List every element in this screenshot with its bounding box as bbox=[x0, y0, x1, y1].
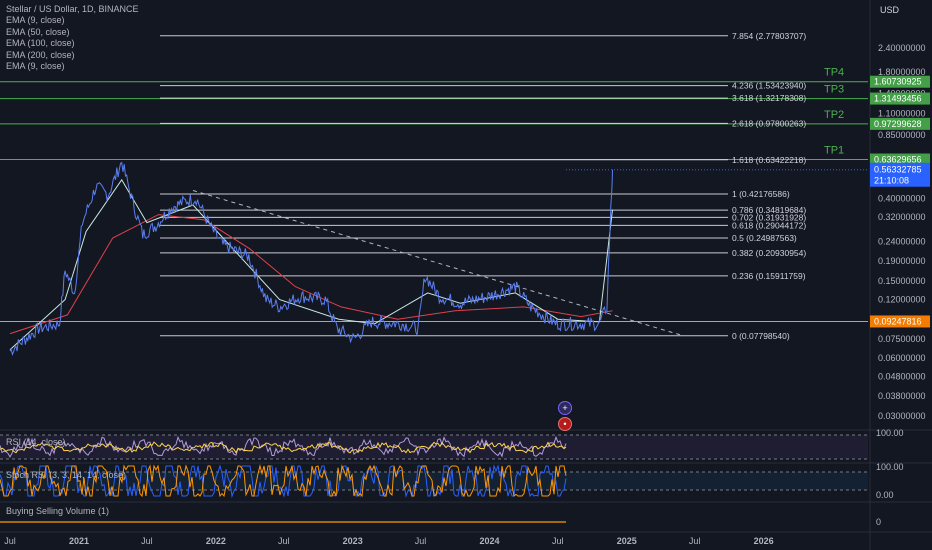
y-tick-label: 0.15000000 bbox=[878, 276, 926, 286]
y-tick-label: 0.12000000 bbox=[878, 295, 926, 305]
y-tick-label: 1.80000000 bbox=[878, 67, 926, 77]
chart-title[interactable]: Stellar / US Dollar, 1D, BINANCE bbox=[6, 4, 139, 14]
price-axis: 2.400000001.800000001.400000001.10000000… bbox=[869, 0, 930, 550]
volume-tick-label: 0 bbox=[876, 517, 881, 527]
current-price-badge bbox=[870, 162, 930, 187]
descending-trendline bbox=[192, 190, 684, 337]
x-tick-label: Jul bbox=[4, 536, 16, 546]
time-axis: Jul 2021 Jul 2022 Jul 2023 Jul 2024 Jul 2025 Jul 20… bbox=[4, 536, 773, 546]
rsi-tick-label: 100.00 bbox=[876, 428, 904, 438]
y-tick-label: 0.04800000 bbox=[878, 372, 926, 382]
target-price-label: 0.63629656 bbox=[874, 155, 922, 165]
x-tick-label: 2023 bbox=[343, 536, 363, 546]
rsi-pane-label[interactable]: RSI (14, close) bbox=[6, 437, 66, 447]
countdown-label: 21:10:08 bbox=[874, 176, 909, 186]
indicator-ema-9[interactable]: EMA (9, close) bbox=[6, 15, 65, 26]
indicator-ema-50[interactable]: EMA (50, close) bbox=[6, 26, 70, 37]
target-label-tp2: TP2 bbox=[824, 109, 844, 121]
currency-label[interactable]: USD bbox=[880, 5, 900, 15]
target-price-label: 1.60730925 bbox=[874, 77, 922, 87]
y-tick-label: 0.07500000 bbox=[878, 334, 926, 344]
fib-label-0.236: 0.236 (0.15911759) bbox=[732, 271, 806, 281]
y-tick-label: 1.10000000 bbox=[878, 109, 926, 119]
x-tick-label: 2021 bbox=[69, 536, 89, 546]
fib-label-0.702: 0.702 (0.31931928) bbox=[732, 212, 806, 222]
fib-label-4.236: 4.236 (1.53423940) bbox=[732, 81, 806, 91]
target-label-tp3: TP3 bbox=[824, 84, 844, 96]
y-tick-label: 2.40000000 bbox=[878, 43, 926, 53]
x-tick-label: 2025 bbox=[617, 536, 637, 546]
support-price-label: 0.09247816 bbox=[874, 316, 922, 326]
y-tick-label: 0.06000000 bbox=[878, 353, 926, 363]
y-tick-label: 0.40000000 bbox=[878, 193, 926, 203]
x-tick-label: Jul bbox=[415, 536, 427, 546]
fib-level-layer: TP1 TP2 TP3 TP4 0 (0.07798540) 0.236 (0.15911… bbox=[0, 31, 868, 341]
us-flag-icon[interactable]: • bbox=[558, 417, 572, 431]
y-tick-label: 0.19000000 bbox=[878, 256, 926, 266]
indicator-ema-9-second[interactable]: EMA (9, close) bbox=[6, 61, 65, 72]
x-tick-label: Jul bbox=[689, 536, 701, 546]
ema-200-line bbox=[9, 214, 613, 335]
target-price-label: 0.97299628 bbox=[874, 119, 922, 129]
target-price-badge bbox=[870, 153, 930, 166]
rsi-ma-line bbox=[0, 441, 567, 454]
target-label-tp1: TP1 bbox=[824, 145, 844, 157]
fib-label-3.618: 3.618 (1.32178308) bbox=[732, 93, 806, 103]
target-price-label: 1.31493456 bbox=[874, 94, 922, 104]
target-label-tp4: TP4 bbox=[824, 67, 844, 79]
add-plus-icon[interactable]: + bbox=[558, 401, 572, 415]
price-line bbox=[9, 161, 613, 356]
chart-legend: Stellar / US Dollar, 1D, BINANCE EMA (9,… bbox=[6, 4, 139, 72]
support-price-badge bbox=[870, 315, 930, 328]
indicator-ema-100[interactable]: EMA (100, close) bbox=[6, 38, 75, 49]
x-tick-label: Jul bbox=[552, 536, 564, 546]
y-tick-label: 0.24000000 bbox=[878, 236, 926, 246]
current-price-label: 0.56332785 bbox=[874, 165, 922, 175]
x-tick-label: 2024 bbox=[480, 536, 500, 546]
price-layer bbox=[9, 161, 613, 356]
stoch-upper-tick: 100.00 bbox=[876, 462, 904, 472]
indicator-ema-200[interactable]: EMA (200, close) bbox=[6, 49, 75, 60]
y-tick-label: 0.32000000 bbox=[878, 212, 926, 222]
fib-label-0.5: 0.5 (0.24987563) bbox=[732, 233, 797, 243]
x-tick-label: Jul bbox=[278, 536, 290, 546]
target-price-badge bbox=[870, 117, 930, 130]
fib-label-1: 1 (0.42176586) bbox=[732, 189, 790, 199]
y-tick-label: 0.85000000 bbox=[878, 130, 926, 140]
stoch-lower-tick: 0.00 bbox=[876, 490, 894, 500]
fib-label-7.854: 7.854 (2.77803707) bbox=[732, 31, 806, 41]
x-tick-label: 2022 bbox=[206, 536, 226, 546]
fib-label-0.382: 0.382 (0.20930954) bbox=[732, 248, 806, 258]
fib-label-0.786: 0.786 (0.34819684) bbox=[732, 205, 806, 215]
fib-label-2.618: 2.618 (0.97800263) bbox=[732, 118, 806, 128]
ema-9-line bbox=[9, 178, 613, 351]
stoch-d-line bbox=[0, 464, 567, 498]
y-tick-label: 0.03800000 bbox=[878, 391, 926, 401]
indicator-panes bbox=[0, 429, 932, 533]
x-tick-label: Jul bbox=[141, 536, 153, 546]
fib-label-0: 0 (0.07798540) bbox=[732, 331, 790, 341]
target-price-badge bbox=[870, 92, 930, 105]
stoch-k-line bbox=[0, 464, 567, 498]
fib-label-1.618: 1.618 (0.63422218) bbox=[732, 155, 806, 165]
fib-label-0.618: 0.618 (0.29044172) bbox=[732, 220, 806, 230]
target-price-badge bbox=[870, 75, 930, 88]
x-tick-label: 2026 bbox=[754, 536, 774, 546]
volume-pane-label[interactable]: Buying Selling Volume (1) bbox=[6, 506, 110, 516]
y-tick-label: 0.03000000 bbox=[878, 411, 926, 421]
stoch-rsi-pane-label[interactable]: Stoch RSI (3, 3, 14, 14, close) bbox=[6, 470, 127, 480]
